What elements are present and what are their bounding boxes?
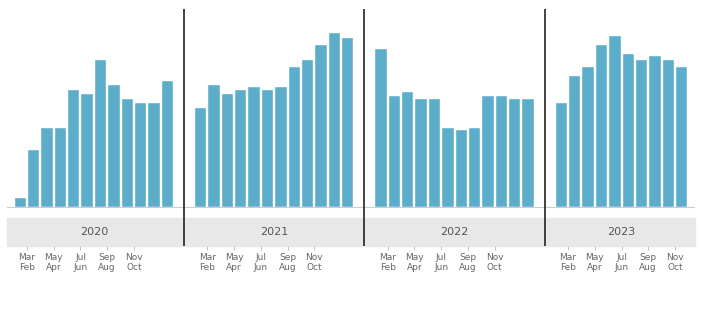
- Bar: [429, 99, 440, 207]
- Bar: [522, 99, 534, 207]
- Bar: [315, 46, 326, 207]
- Bar: [235, 90, 246, 207]
- Bar: [108, 85, 119, 207]
- Bar: [623, 54, 634, 207]
- Text: 2022: 2022: [440, 227, 469, 237]
- Bar: [569, 76, 581, 207]
- Bar: [275, 87, 286, 207]
- Bar: [556, 103, 567, 207]
- Bar: [509, 99, 520, 207]
- Bar: [469, 128, 480, 207]
- Bar: [676, 67, 687, 207]
- Bar: [81, 94, 93, 207]
- Bar: [222, 94, 233, 207]
- Bar: [609, 36, 621, 207]
- Bar: [15, 198, 26, 207]
- Bar: [583, 67, 594, 207]
- Bar: [649, 56, 661, 207]
- Bar: [416, 99, 427, 207]
- Bar: [329, 33, 340, 207]
- Bar: [482, 96, 494, 207]
- Bar: [596, 46, 607, 207]
- Bar: [496, 96, 507, 207]
- Bar: [28, 149, 39, 207]
- Bar: [289, 67, 300, 207]
- Bar: [636, 60, 647, 207]
- Bar: [55, 128, 66, 207]
- Bar: [249, 87, 260, 207]
- Bar: [121, 99, 133, 207]
- Text: 2023: 2023: [607, 227, 635, 237]
- Bar: [135, 103, 146, 207]
- Bar: [442, 128, 453, 207]
- Bar: [262, 90, 273, 207]
- Bar: [7, 218, 695, 246]
- Bar: [208, 85, 220, 207]
- Bar: [402, 92, 413, 207]
- Bar: [663, 60, 674, 207]
- Bar: [41, 128, 53, 207]
- Text: 2021: 2021: [260, 227, 289, 237]
- Bar: [389, 96, 400, 207]
- Text: 2020: 2020: [80, 227, 108, 237]
- Bar: [376, 49, 387, 207]
- Bar: [68, 90, 79, 207]
- Bar: [302, 60, 313, 207]
- Bar: [195, 108, 206, 207]
- Bar: [342, 38, 353, 207]
- Bar: [456, 130, 467, 207]
- Bar: [161, 81, 173, 207]
- Bar: [95, 60, 106, 207]
- Bar: [148, 103, 159, 207]
